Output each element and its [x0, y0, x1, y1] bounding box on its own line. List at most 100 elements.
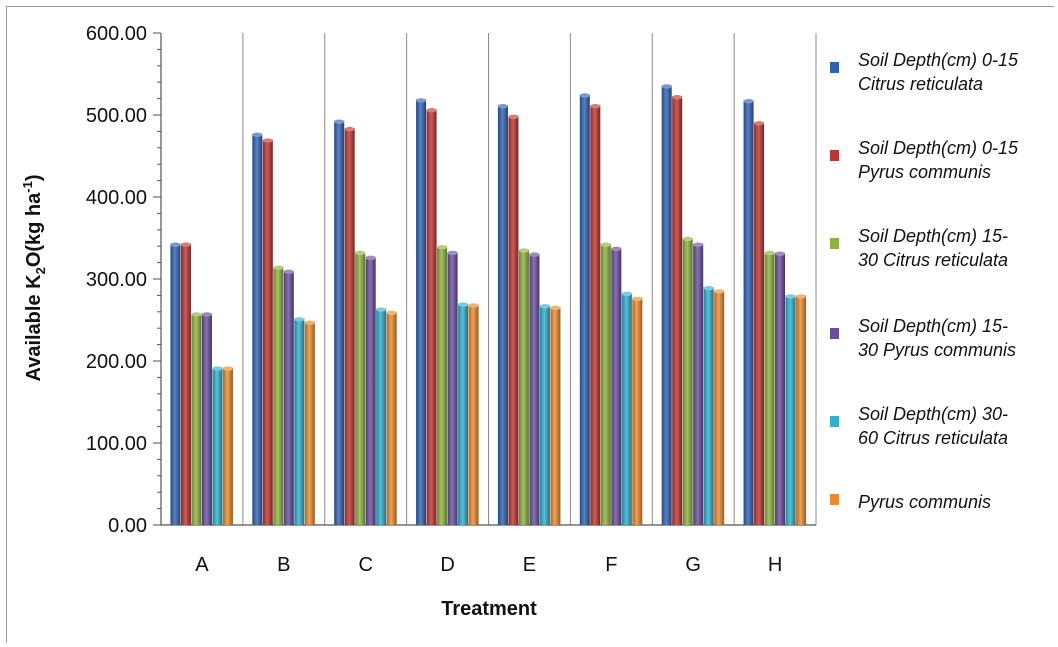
legend-label-line: 30 Citrus reticulata	[858, 250, 1009, 270]
bar-top	[191, 312, 202, 317]
bar-top	[693, 242, 704, 247]
bar	[785, 295, 796, 525]
bar	[365, 256, 376, 525]
bar	[497, 105, 508, 525]
x-tick-label: G	[685, 554, 701, 576]
bar	[344, 128, 355, 525]
bar	[672, 96, 683, 525]
bar	[416, 99, 427, 526]
bar	[539, 305, 550, 525]
x-tick-label: D	[440, 554, 454, 576]
y-tick-label: 500.00	[86, 105, 147, 127]
x-tick-label: E	[523, 554, 536, 576]
bar-top	[754, 121, 765, 126]
bar-top	[579, 93, 590, 98]
y-axis-title-subscript: 2	[32, 267, 48, 275]
bar	[426, 109, 437, 525]
legend-swatch	[830, 494, 839, 505]
bar-top	[529, 252, 540, 257]
bar	[611, 247, 622, 525]
bar	[180, 243, 191, 526]
bar-top	[743, 99, 754, 104]
bar-top	[180, 242, 191, 247]
legend-swatch	[830, 62, 839, 73]
bar-top	[344, 126, 355, 132]
bar	[458, 303, 469, 525]
bar-top	[437, 245, 448, 250]
bar-top	[518, 248, 529, 253]
y-axis-title-superscript: -1	[20, 181, 36, 193]
bar-top	[447, 250, 458, 256]
bar-top	[508, 114, 519, 120]
legend-label-line: Soil Depth(cm) 15-	[858, 226, 1009, 246]
bar	[262, 139, 273, 525]
bar-top	[621, 291, 632, 297]
legend-label: Soil Depth(cm) 15- 30 Citrus reticulata	[858, 224, 1055, 272]
bar-top	[294, 317, 305, 322]
bar-top	[201, 312, 212, 317]
bar-top	[416, 98, 427, 103]
bar	[600, 243, 611, 526]
bar	[590, 105, 601, 525]
y-tick-label: 0.00	[108, 515, 147, 537]
bar-top	[252, 132, 263, 138]
bar-top	[468, 303, 479, 308]
bar	[796, 295, 807, 525]
x-tick-label: A	[195, 554, 209, 576]
bar	[714, 290, 725, 525]
bar	[682, 238, 693, 525]
bar	[191, 313, 202, 525]
bar-top	[764, 250, 775, 256]
legend-swatch	[830, 416, 839, 427]
y-tick-label: 100.00	[86, 433, 147, 455]
bar	[468, 304, 479, 525]
bar	[743, 100, 754, 526]
bar-top	[714, 289, 725, 294]
bar	[764, 251, 775, 525]
bar	[222, 367, 233, 525]
legend-swatch	[830, 150, 839, 161]
bar	[294, 318, 305, 525]
legend-label: Soil Depth(cm) 0-15 Pyrus communis	[858, 136, 1055, 184]
legend-label-line: Pyrus communis	[858, 492, 992, 512]
x-axis-title: Treatment	[441, 598, 537, 620]
bar	[170, 243, 181, 526]
bar	[437, 246, 448, 525]
bar	[201, 313, 212, 525]
bar-top	[682, 236, 693, 242]
bar-top	[796, 294, 807, 299]
x-tick-label: H	[768, 554, 782, 576]
legend-label: Pyrus communis	[858, 490, 1055, 514]
legend-label: Soil Depth(cm) 0-15 Citrus reticulata	[858, 48, 1055, 96]
bar	[579, 94, 590, 525]
bar	[754, 122, 765, 525]
bar	[661, 85, 672, 525]
bar	[550, 306, 561, 525]
bar-top	[672, 94, 683, 100]
bar	[376, 308, 387, 525]
y-axis-title-part: Available K	[22, 274, 45, 382]
bar	[775, 252, 786, 525]
legend-label-line: 30 Pyrus communis	[858, 340, 1017, 360]
bar	[334, 120, 345, 526]
bar	[508, 115, 519, 525]
bar-top	[497, 103, 508, 109]
bar	[518, 249, 529, 526]
legend-label-line: Pyrus communis	[858, 162, 992, 182]
bar-top	[600, 242, 611, 247]
bar	[693, 243, 704, 526]
bar	[252, 133, 263, 526]
bar-top	[365, 255, 376, 261]
x-tick-label: C	[358, 554, 372, 576]
bar-top	[376, 307, 387, 312]
bar-top	[386, 310, 397, 315]
x-tick-label: F	[605, 554, 617, 576]
legend-label-line: Citrus reticulata	[858, 74, 984, 94]
bar	[355, 251, 366, 525]
bar-top	[632, 296, 643, 302]
bar-top	[539, 304, 550, 309]
bar	[529, 253, 540, 525]
bar-top	[304, 320, 315, 325]
bar-top	[283, 269, 294, 274]
bar-top	[212, 366, 223, 371]
